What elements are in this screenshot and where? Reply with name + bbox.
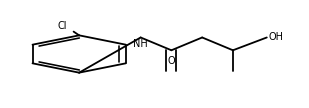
Text: OH: OH	[268, 33, 283, 42]
Text: O: O	[167, 56, 175, 66]
Text: NH: NH	[133, 39, 148, 48]
Text: Cl: Cl	[57, 21, 67, 31]
